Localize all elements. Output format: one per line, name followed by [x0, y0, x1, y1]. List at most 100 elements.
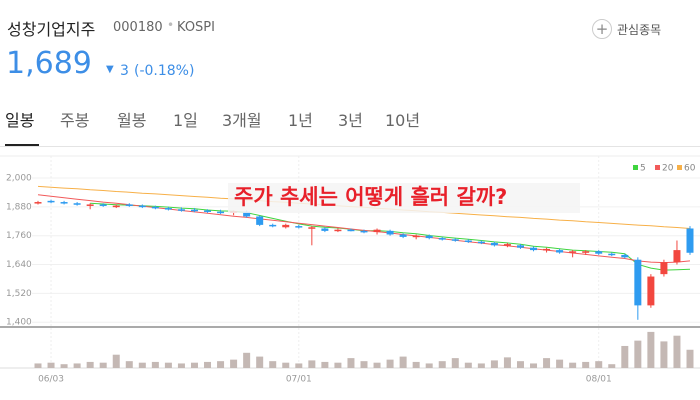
candle-body: [112, 205, 120, 208]
volume-bar: [451, 358, 459, 368]
candle-body: [503, 244, 511, 246]
volume-bar: [530, 363, 538, 368]
candle-body: [243, 211, 251, 217]
add-icon[interactable]: +: [592, 19, 612, 39]
volume-bar: [177, 363, 185, 368]
volume-bar: [543, 358, 551, 368]
volume-bar: [282, 362, 290, 368]
candle-body: [477, 241, 485, 244]
volume-bar: [47, 362, 55, 368]
tab[interactable]: 10년: [385, 111, 421, 130]
legend-label: 60: [684, 164, 696, 174]
tab[interactable]: 3년: [338, 111, 363, 130]
candle-body: [60, 202, 68, 204]
tab-underline: [5, 144, 39, 146]
volume-bar: [399, 356, 407, 368]
volume-bar: [151, 361, 159, 368]
tab[interactable]: 일봉: [5, 111, 35, 130]
volume-bar: [360, 361, 368, 368]
y-tick-label: 1,520: [6, 289, 32, 299]
tab[interactable]: 월봉: [117, 111, 147, 130]
stock-name: 성창기업지주: [7, 20, 96, 39]
volume-bar: [112, 354, 120, 368]
separator-dot: •: [167, 18, 175, 32]
candle-body: [125, 204, 133, 206]
candle-body: [451, 239, 459, 241]
volume-bar: [99, 362, 107, 368]
volume-bar: [243, 352, 251, 368]
y-tick-label: 2,000: [6, 174, 32, 184]
change-pct: (-0.18%): [134, 63, 195, 79]
candle-body: [608, 253, 616, 256]
stock-code: 000180: [113, 20, 163, 35]
candle-body: [256, 216, 264, 225]
volume-bar: [608, 364, 616, 368]
candle-body: [295, 226, 303, 228]
volume-bar: [569, 362, 577, 368]
volume-bar: [412, 361, 420, 368]
candle-body: [86, 204, 94, 206]
change: 3: [120, 63, 129, 79]
candle-body: [569, 251, 577, 253]
legend-swatch: [677, 165, 682, 170]
volume-bar: [334, 362, 342, 368]
candle-body: [582, 251, 590, 253]
candle-body: [360, 230, 368, 233]
candle-body: [151, 206, 159, 209]
y-tick-label: 1,400: [6, 318, 32, 328]
volume-bar: [164, 362, 172, 368]
volume-bar: [347, 358, 355, 368]
candle-body: [673, 250, 681, 263]
watch-button[interactable]: 관심종목: [617, 23, 662, 37]
candle-body: [530, 247, 538, 251]
volume-bar: [73, 363, 81, 368]
candle-body: [595, 251, 603, 254]
candle-body: [438, 238, 446, 240]
candle-body: [516, 245, 524, 248]
divider: [0, 146, 700, 147]
candle-body: [334, 229, 342, 232]
legend-swatch: [633, 165, 638, 170]
candle-body: [347, 229, 355, 232]
candle-body: [269, 224, 277, 227]
volume-bar: [425, 363, 433, 368]
tab[interactable]: 3개월: [222, 111, 262, 130]
candle-body: [321, 228, 329, 231]
candle-body: [308, 227, 316, 229]
candle-body: [99, 204, 107, 206]
volume-bar: [386, 359, 394, 368]
volume-bar: [217, 361, 225, 368]
volume-bar: [295, 363, 303, 368]
volume-bar: [477, 363, 485, 368]
candle-body: [34, 202, 42, 204]
candle-body: [647, 276, 655, 306]
legend-label: 5: [640, 164, 646, 174]
x-tick-label: 07/01: [286, 375, 312, 385]
moving-average-line: [90, 202, 691, 271]
candle-body: [204, 210, 212, 212]
tab[interactable]: 주봉: [60, 111, 90, 130]
x-tick-label: 08/01: [586, 375, 612, 385]
volume-bar: [34, 363, 42, 368]
candle-body: [556, 250, 564, 253]
volume-bar: [373, 362, 381, 368]
volume-bar: [686, 349, 694, 368]
candle-body: [190, 209, 198, 212]
candle-body: [412, 235, 420, 238]
candle-body: [217, 211, 225, 214]
volume-bar: [595, 361, 603, 368]
volume-bar: [621, 345, 629, 368]
volume-bar: [634, 340, 642, 368]
candle-body: [386, 230, 394, 235]
candle-body: [282, 224, 290, 228]
candle-body: [399, 234, 407, 237]
tab[interactable]: 1일: [173, 111, 198, 130]
volume-bar: [230, 359, 238, 368]
volume-bar: [516, 361, 524, 368]
tab[interactable]: 1년: [288, 111, 313, 130]
candle-body: [490, 242, 498, 246]
volume-bar: [647, 331, 655, 368]
annotation-bg: [228, 183, 580, 213]
